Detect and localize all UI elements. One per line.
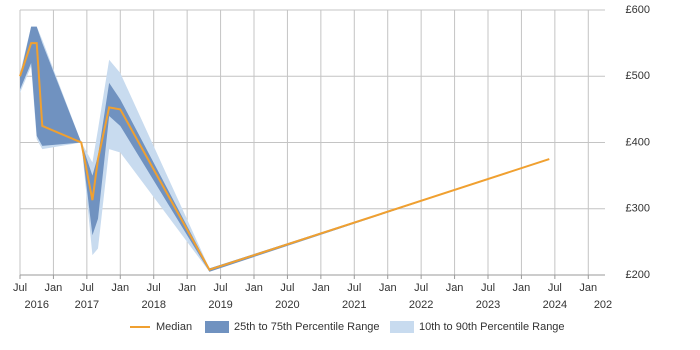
x-tick-label: Jan <box>446 282 464 294</box>
x-tick-label: Jan <box>513 282 531 294</box>
x-year-label: 2020 <box>275 299 299 311</box>
x-year-label: 2018 <box>141 299 165 311</box>
x-year-label: 2022 <box>409 299 433 311</box>
x-tick-label: Jan <box>111 282 129 294</box>
y-tick-label: £300 <box>626 203 650 215</box>
x-tick-label: Jul <box>214 282 228 294</box>
x-year-label: 2017 <box>75 299 99 311</box>
y-tick-label: £400 <box>626 136 650 148</box>
x-tick-label: Jan <box>579 282 597 294</box>
y-tick-label: £500 <box>626 70 650 82</box>
legend-label: Median <box>156 321 192 333</box>
percentile-band <box>20 26 550 272</box>
x-tick-label: Jul <box>13 282 27 294</box>
y-tick-label: £200 <box>626 269 650 281</box>
x-tick-label: Jul <box>280 282 294 294</box>
median-line <box>19 42 550 271</box>
x-tick-label: Jan <box>379 282 397 294</box>
x-year-label: 2016 <box>24 299 48 311</box>
x-tick-label: Jul <box>548 282 562 294</box>
x-tick-label: Jul <box>414 282 428 294</box>
legend-label: 10th to 90th Percentile Range <box>419 321 565 333</box>
x-year-label: 202 <box>594 299 612 311</box>
x-tick-label: Jul <box>147 282 161 294</box>
legend-label: 25th to 75th Percentile Range <box>234 321 380 333</box>
x-year-label: 2024 <box>543 299 567 311</box>
x-tick-label: Jul <box>80 282 94 294</box>
x-tick-label: Jan <box>245 282 263 294</box>
x-tick-label: Jan <box>178 282 196 294</box>
x-tick-label: Jan <box>312 282 330 294</box>
x-tick-label: Jul <box>481 282 495 294</box>
legend-swatch <box>205 321 229 333</box>
y-tick-label: £600 <box>626 4 650 16</box>
x-tick-label: Jan <box>45 282 63 294</box>
x-year-label: 2019 <box>208 299 232 311</box>
x-year-label: 2023 <box>476 299 500 311</box>
x-tick-label: Jul <box>347 282 361 294</box>
legend-swatch <box>390 321 414 333</box>
x-year-label: 2021 <box>342 299 366 311</box>
